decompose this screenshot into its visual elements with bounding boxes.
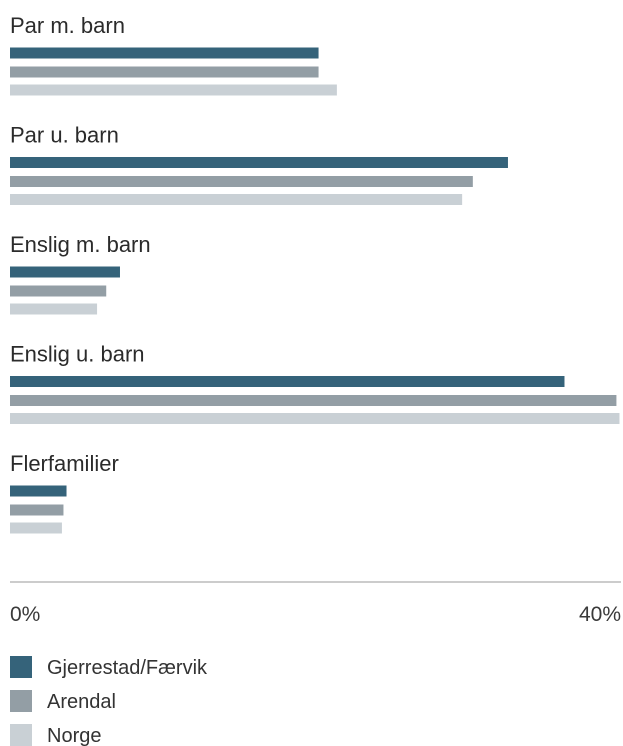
bar [10,376,565,387]
bar [10,485,67,497]
bar [10,194,463,205]
legend-swatch [10,656,32,678]
legend-item: Norge [10,724,101,746]
x-tick-label-min: 0% [10,603,40,626]
legend-label: Arendal [47,691,116,713]
legend-swatch [10,724,32,746]
bar [10,395,617,406]
bar [10,66,319,78]
category-group: Flerfamilier [10,451,119,534]
category-group: Enslig m. barn [10,232,151,315]
category-label: Enslig u. barn [10,342,145,367]
bar [10,176,473,187]
category-label: Par u. barn [10,123,119,148]
legend-swatch [10,690,32,712]
x-tick-label-max: 40% [579,603,621,626]
category-label: Flerfamilier [10,451,119,476]
bar [10,303,98,315]
category-groups: Par m. barn Par u. barn Enslig m. barn Ensl… [10,13,620,534]
bar [10,47,319,59]
category-label: Par m. barn [10,13,125,38]
bar [10,522,62,534]
category-label: Enslig m. barn [10,232,151,257]
legend-item: Arendal [10,690,116,713]
bar [10,84,337,96]
bar [10,157,508,168]
legend: Gjerrestad/Færvik Arendal Norge [10,656,208,746]
legend-label: Norge [47,725,101,746]
bar [10,504,64,516]
legend-item: Gjerrestad/Færvik [10,656,208,679]
legend-label: Gjerrestad/Færvik [47,657,208,679]
bar [10,266,120,278]
category-group: Enslig u. barn [10,342,620,424]
category-group: Par m. barn [10,13,337,96]
category-group: Par u. barn [10,123,508,205]
bar [10,285,107,297]
bar [10,413,620,424]
